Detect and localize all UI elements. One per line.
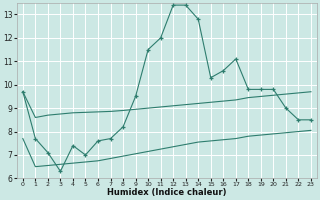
X-axis label: Humidex (Indice chaleur): Humidex (Indice chaleur) [107,188,227,197]
